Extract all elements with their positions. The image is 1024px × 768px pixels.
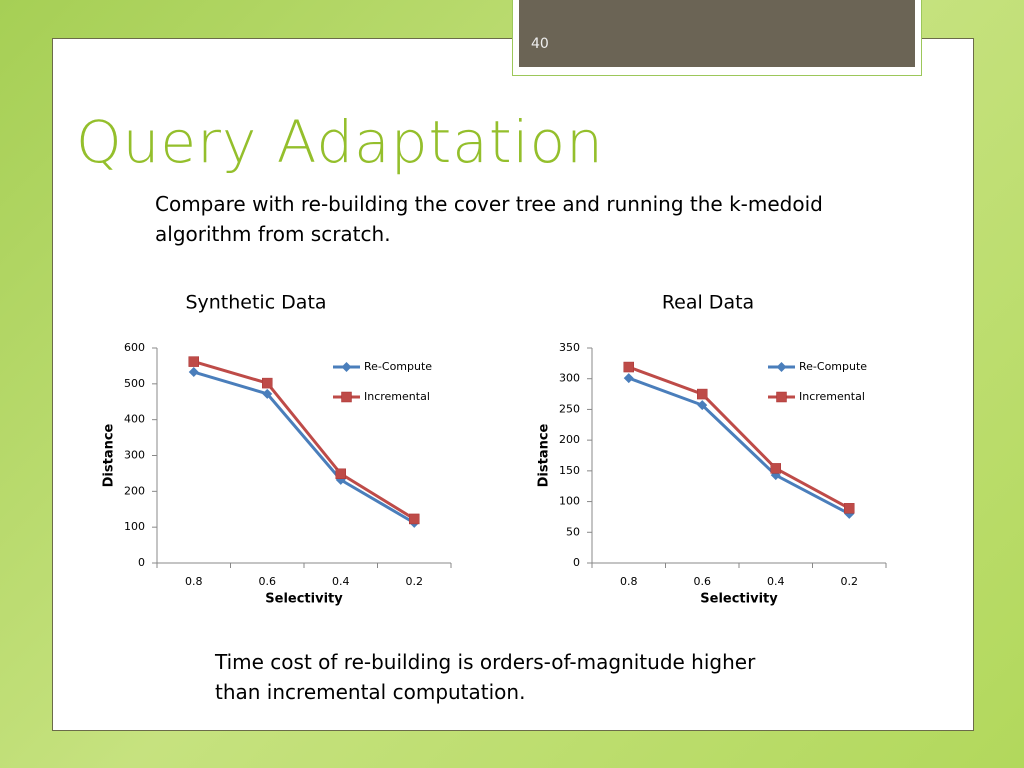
slide [52, 38, 974, 731]
slide-title: Query Adaptation [76, 108, 604, 176]
data-point [188, 367, 199, 378]
x-tick-label: 0.6 [259, 575, 277, 588]
series-line [193, 360, 416, 521]
y-tick-label: 600 [124, 341, 145, 354]
x-tick-label: 0.8 [620, 575, 638, 588]
legend-marker [776, 362, 787, 372]
data-point [697, 400, 708, 411]
x-tick-label: 0.2 [841, 575, 859, 588]
intro-text: Compare with re-building the cover tree … [155, 192, 823, 246]
data-point [623, 373, 634, 384]
x-tick-label: 0.8 [185, 575, 203, 588]
series-line [628, 365, 850, 510]
data-point [262, 388, 273, 399]
x-tick-label: 0.4 [332, 575, 350, 588]
data-point [409, 513, 420, 525]
chart-title: Synthetic Data [185, 292, 326, 314]
legend-label: Incremental [799, 390, 865, 403]
legend-label: Re-Compute [799, 360, 867, 373]
y-tick-label: 200 [559, 433, 580, 446]
x-tick-label: 0.6 [694, 575, 712, 588]
y-tick-label: 300 [124, 449, 145, 462]
data-point [697, 388, 708, 400]
series-line [628, 376, 850, 516]
data-point [335, 468, 346, 480]
legend-label: Incremental [364, 390, 430, 403]
y-tick-label: 150 [559, 464, 580, 477]
x-tick-label: 0.4 [767, 575, 785, 588]
x-tick-label: 0.2 [406, 575, 424, 588]
y-tick-label: 100 [559, 495, 580, 508]
conclusion-text: Time cost of re-building is orders-of-ma… [215, 650, 756, 704]
data-point [770, 463, 781, 474]
y-tick-label: 400 [124, 413, 145, 426]
data-point [844, 503, 855, 514]
y-axis-label: Distance [102, 423, 117, 487]
chart-title: Real Data [662, 292, 754, 314]
tab-fill [519, 0, 915, 67]
y-tick-label: 0 [138, 556, 145, 569]
data-point [623, 361, 634, 373]
y-tick-label: 300 [559, 372, 580, 385]
y-tick-label: 100 [124, 520, 145, 533]
legend-marker [776, 391, 787, 403]
slide-number: 40 [531, 36, 549, 52]
y-tick-label: 200 [124, 484, 145, 497]
y-tick-label: 500 [124, 377, 145, 390]
series-line [193, 370, 416, 525]
y-axis-label: Distance [537, 423, 552, 487]
y-tick-label: 350 [559, 341, 580, 354]
y-tick-label: 50 [566, 525, 580, 538]
x-axis-label: Selectivity [265, 592, 343, 607]
data-point [262, 377, 273, 389]
legend-marker [341, 362, 352, 372]
legend-marker [341, 391, 352, 403]
data-point [188, 356, 199, 367]
x-axis-label: Selectivity [700, 592, 778, 607]
y-tick-label: 250 [559, 402, 580, 415]
legend-label: Re-Compute [364, 360, 432, 373]
slide-number-tab [512, 0, 922, 76]
y-tick-label: 0 [573, 556, 580, 569]
